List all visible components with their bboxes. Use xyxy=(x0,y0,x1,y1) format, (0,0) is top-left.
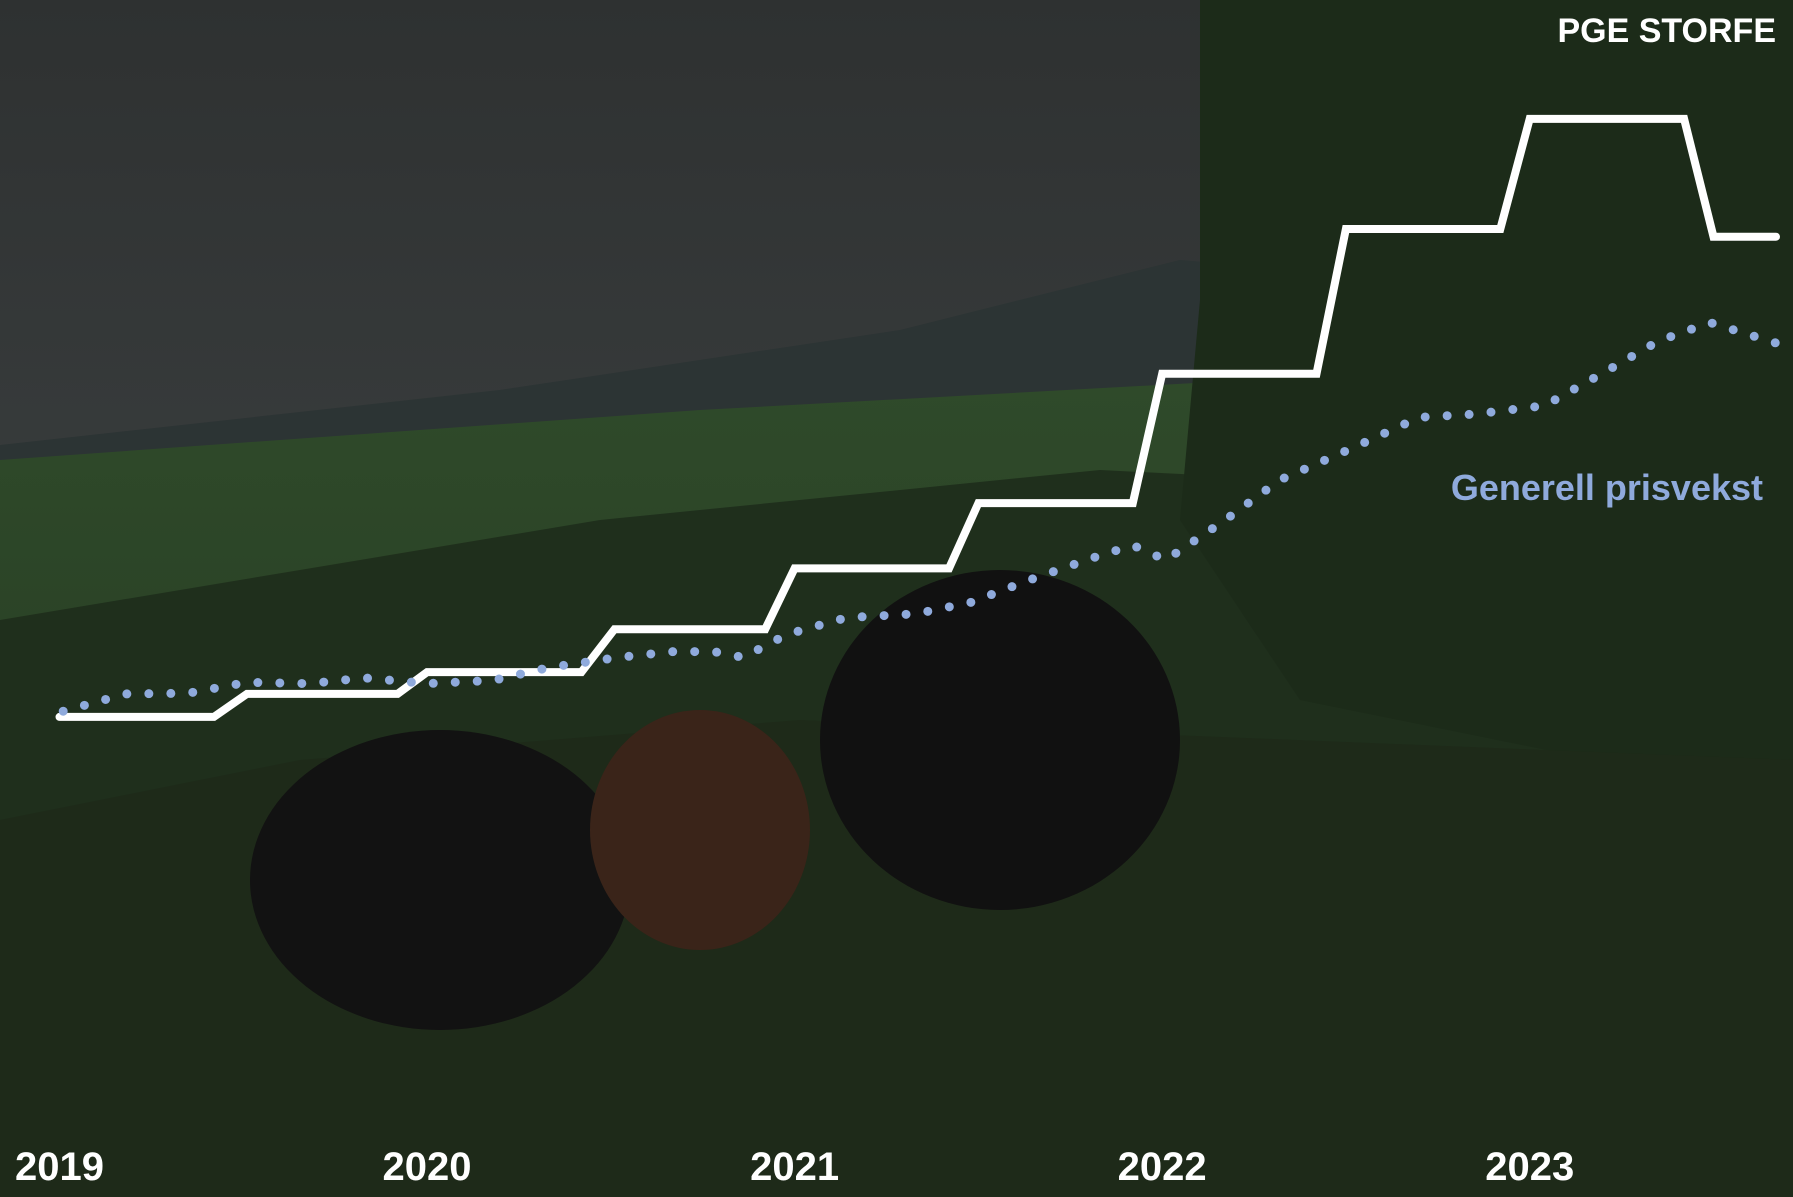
series-label: Generell prisvekst xyxy=(1451,467,1763,508)
x-tick-label: 2020 xyxy=(383,1145,472,1189)
background-photo xyxy=(0,0,1793,1197)
chart: 2019 2020 2021 2022 2023 PGE STORFE Generell p… xyxy=(0,0,1793,1197)
series-label: PGE STORFE xyxy=(1557,12,1776,50)
x-tick-label: 2022 xyxy=(1118,1145,1207,1189)
x-tick-label: 2023 xyxy=(1485,1145,1574,1189)
x-tick-label: 2021 xyxy=(750,1145,839,1189)
x-tick-label: 2019 xyxy=(15,1145,104,1189)
